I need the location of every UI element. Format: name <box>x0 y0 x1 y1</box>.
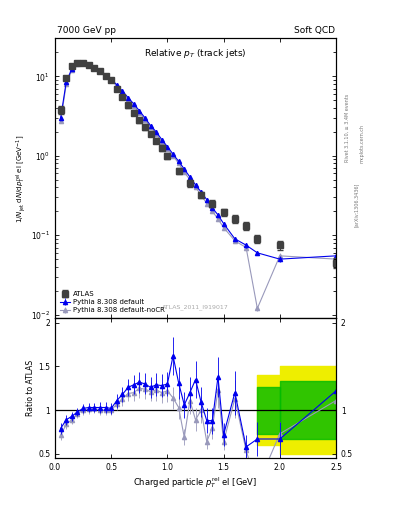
Legend: ATLAS, Pythia 8.308 default, Pythia 8.308 default-noCR: ATLAS, Pythia 8.308 default, Pythia 8.30… <box>59 290 166 315</box>
Text: Soft QCD: Soft QCD <box>294 26 335 35</box>
Y-axis label: Ratio to ATLAS: Ratio to ATLAS <box>26 360 35 416</box>
Text: [arXiv:1306.3436]: [arXiv:1306.3436] <box>354 183 359 227</box>
Y-axis label: $1/N_\mathrm{jet}\ \mathrm{d}N/\mathrm{d}p_T^\mathrm{rel}\ \mathrm{el}\ [\mathrm: $1/N_\mathrm{jet}\ \mathrm{d}N/\mathrm{d… <box>15 134 28 223</box>
Text: 7000 GeV pp: 7000 GeV pp <box>57 26 116 35</box>
Text: Rivet 3.1.10, ≥ 3.4M events: Rivet 3.1.10, ≥ 3.4M events <box>345 94 350 162</box>
Text: ATLAS_2011_I919017: ATLAS_2011_I919017 <box>162 304 229 310</box>
Text: Relative $p_T$ (track jets): Relative $p_T$ (track jets) <box>144 47 247 60</box>
Text: mcplots.cern.ch: mcplots.cern.ch <box>360 124 365 163</box>
X-axis label: Charged particle $p_T^\mathrm{rel}$ el [GeV]: Charged particle $p_T^\mathrm{rel}$ el [… <box>134 475 257 490</box>
